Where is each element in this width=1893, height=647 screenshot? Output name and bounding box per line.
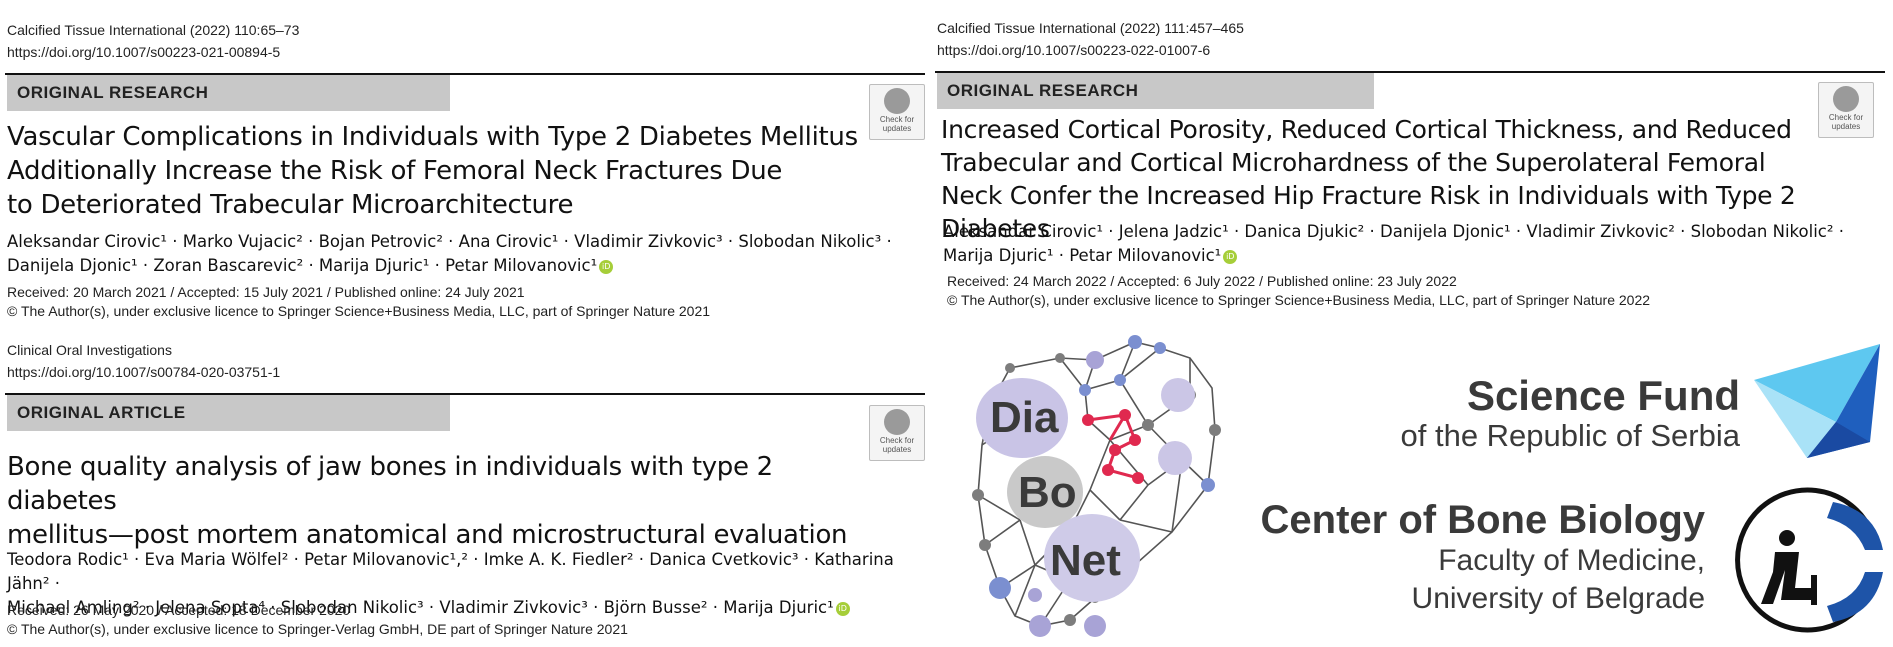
title-line: Increased Cortical Porosity, Reduced Cor… — [941, 115, 1792, 144]
author-list: Aleksandar Cirovic¹ · Jelena Jadzic¹ · D… — [943, 220, 1888, 268]
doi-link[interactable]: https://doi.org/10.1007/s00784-020-03751… — [7, 364, 281, 380]
orcid-icon[interactable]: iD — [599, 259, 614, 274]
diabonet-logo: Dia Bo Net — [960, 330, 1250, 642]
orcid-icon[interactable]: iD — [835, 601, 850, 616]
received-dates: Received: 26 May 2020 / Accepted: 18 Dec… — [7, 602, 351, 618]
center-faculty: Faculty of Medicine, — [1438, 544, 1705, 577]
title-line: Additionally Increase the Risk of Femora… — [7, 156, 783, 186]
doi-link[interactable]: https://doi.org/10.1007/s00223-022-01007… — [937, 42, 1211, 58]
journal-citation: Calcified Tissue International (2022) 11… — [7, 22, 300, 38]
doi-link[interactable]: https://doi.org/10.1007/s00223-021-00894… — [7, 44, 281, 60]
paper-title[interactable]: Increased Cortical Porosity, Reduced Cor… — [941, 113, 1886, 245]
received-dates: Received: 20 March 2021 / Accepted: 15 J… — [7, 284, 525, 300]
badge-label: Check for updates — [1828, 113, 1864, 131]
title-line: Trabecular and Cortical Microhardness of… — [941, 148, 1766, 177]
copyright-notice: © The Author(s), under exclusive licence… — [7, 303, 711, 319]
badge-label: Check for updates — [879, 115, 915, 133]
center-logo-icon — [1715, 480, 1885, 640]
title-line: mellitus—post mortem anatomical and micr… — [7, 520, 848, 550]
check-for-updates-badge[interactable]: Check for updates — [1818, 82, 1874, 138]
divider — [935, 71, 1885, 73]
update-icon — [884, 88, 910, 114]
logo-word-net: Net — [1050, 536, 1121, 585]
paper-title[interactable]: Bone quality analysis of jaw bones in in… — [7, 450, 867, 552]
section-band: ORIGINAL RESEARCH — [7, 75, 450, 111]
authors-line: Danijela Djonic¹ · Zoran Bascarevic² · M… — [7, 256, 598, 275]
authors-line: Aleksandar Cirovic¹ · Jelena Jadzic¹ · D… — [943, 222, 1844, 241]
center-title: Center of Bone Biology — [1260, 498, 1705, 542]
paper-title[interactable]: Vascular Complications in Individuals wi… — [7, 120, 867, 222]
title-line: Vascular Complications in Individuals wi… — [7, 122, 858, 152]
authors-line: Teodora Rodic¹ · Eva Maria Wölfel² · Pet… — [7, 550, 894, 593]
science-fund-title: Science Fund — [1466, 372, 1740, 419]
copyright-notice: © The Author(s), under exclusive licence… — [7, 621, 628, 637]
check-for-updates-badge[interactable]: Check for updates — [869, 405, 925, 461]
authors-line: Marija Djuric¹ · Petar Milovanovic¹ — [943, 246, 1222, 265]
check-for-updates-badge[interactable]: Check for updates — [869, 84, 925, 140]
update-icon — [1833, 86, 1859, 112]
update-icon — [884, 409, 910, 435]
author-list: Aleksandar Cirovic¹ · Marko Vujacic² · B… — [7, 230, 922, 278]
logo-word-bo: Bo — [1018, 468, 1077, 517]
authors-line: Michael Amling² · Jelena Sopta⁴ · Slobod… — [7, 598, 834, 617]
title-line: Bone quality analysis of jaw bones in in… — [7, 452, 773, 516]
orcid-icon[interactable]: iD — [1223, 249, 1238, 264]
section-label: ORIGINAL ARTICLE — [17, 403, 186, 422]
section-band: ORIGINAL RESEARCH — [937, 73, 1374, 109]
science-fund-subtitle: of the Republic of Serbia — [1400, 418, 1741, 453]
badge-label: Check for updates — [879, 436, 915, 454]
center-university: University of Belgrade — [1411, 582, 1705, 615]
logo-word-dia: Dia — [990, 393, 1059, 442]
divider — [5, 73, 925, 75]
authors-line: Aleksandar Cirovic¹ · Marko Vujacic² · B… — [7, 232, 892, 251]
received-dates: Received: 24 March 2022 / Accepted: 6 Ju… — [947, 273, 1457, 289]
copyright-notice: © The Author(s), under exclusive licence… — [947, 292, 1651, 308]
divider — [5, 393, 925, 395]
title-line: to Deteriorated Trabecular Microarchitec… — [7, 190, 574, 220]
section-label: ORIGINAL RESEARCH — [17, 83, 209, 102]
science-fund-logo-icon — [1752, 342, 1882, 460]
journal-citation: Clinical Oral Investigations — [7, 342, 172, 358]
section-label: ORIGINAL RESEARCH — [947, 81, 1139, 100]
journal-citation: Calcified Tissue International (2022) 11… — [937, 20, 1244, 36]
section-band: ORIGINAL ARTICLE — [7, 395, 450, 431]
author-list: Teodora Rodic¹ · Eva Maria Wölfel² · Pet… — [7, 548, 932, 620]
title-line: Neck Confer the Increased Hip Fracture R… — [941, 181, 1796, 243]
